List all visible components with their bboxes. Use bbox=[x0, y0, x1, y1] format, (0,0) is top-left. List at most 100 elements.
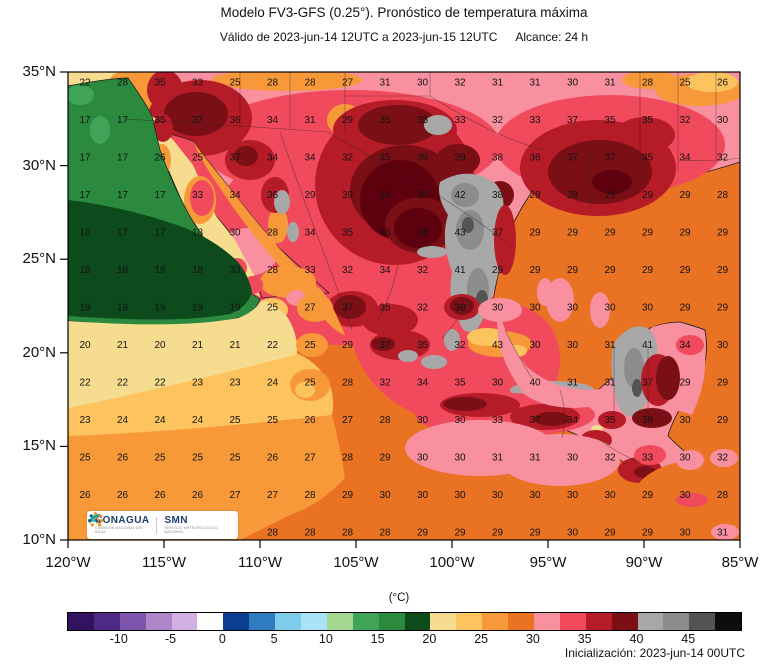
grid-temperature-value: 34 bbox=[304, 153, 316, 164]
colorbar-segment bbox=[508, 613, 535, 630]
forecast-reach-text: Alcance: 24 h bbox=[515, 30, 589, 44]
lat-label: 25°N bbox=[22, 250, 56, 268]
colorbar-segment bbox=[378, 613, 405, 630]
grid-temperature-value: 22 bbox=[154, 378, 166, 389]
state-borders bbox=[125, 72, 740, 463]
grid-temperature-value: 35 bbox=[604, 115, 616, 126]
grid-temperature-value: 25 bbox=[267, 303, 279, 314]
grid-temperature-value: 31 bbox=[492, 453, 504, 464]
grid-temperature-value: 28 bbox=[304, 528, 316, 539]
grid-temperature-value: 34 bbox=[229, 190, 241, 201]
grid-temperature-value: 30 bbox=[379, 490, 391, 501]
grid-temperature-value: 29 bbox=[342, 115, 354, 126]
grid-temperature-value: 22 bbox=[79, 78, 91, 89]
grid-temperature-value: 37 bbox=[529, 415, 541, 426]
grid-temperature-value: 27 bbox=[342, 78, 354, 89]
colorbar-tick-label: 5 bbox=[270, 632, 278, 646]
colorbar-segment bbox=[534, 613, 560, 630]
grid-temperature-value: 19 bbox=[79, 303, 91, 314]
grid-temperature-value: 28 bbox=[267, 265, 279, 276]
grid-temperature-value: 28 bbox=[342, 453, 354, 464]
grid-temperature-value: 17 bbox=[154, 228, 166, 239]
colorbar-segment bbox=[249, 613, 276, 630]
grid-temperature-value: 30 bbox=[454, 490, 466, 501]
grid-temperature-value: 30 bbox=[492, 490, 504, 501]
valid-range-text: Válido de 2023-jun-14 12UTC a 2023-jun-1… bbox=[219, 30, 498, 44]
grid-temperature-value: 32 bbox=[679, 115, 691, 126]
grid-temperature-value: 26 bbox=[154, 153, 166, 164]
grid-temperature-value: 19 bbox=[117, 303, 129, 314]
grid-temperature-value: 31 bbox=[604, 340, 616, 351]
smn-logo-subtext: SERVICIO METEOROLÓGICO NACIONAL bbox=[164, 526, 218, 534]
grid-temperature-value: 32 bbox=[342, 265, 354, 276]
grid-temperature-value: 29 bbox=[604, 265, 616, 276]
grid-temperature-value: 31 bbox=[529, 453, 541, 464]
colorbar-tick-label: 0 bbox=[218, 632, 226, 646]
colorbar-tick-label: 15 bbox=[370, 632, 385, 646]
grid-temperature-value: 29 bbox=[454, 528, 466, 539]
grid-temperature-value: 17 bbox=[154, 190, 166, 201]
grid-temperature-value: 29 bbox=[604, 528, 616, 539]
grid-temperature-value: 30 bbox=[454, 453, 466, 464]
grid-temperature-value: 32 bbox=[717, 153, 729, 164]
grid-temperature-value: 29 bbox=[304, 190, 316, 201]
grid-temperature-value: 24 bbox=[192, 415, 204, 426]
grid-temperature-value: 40 bbox=[529, 378, 541, 389]
grid-temperature-value: 26 bbox=[717, 78, 729, 89]
grid-temperature-value: 30 bbox=[529, 303, 541, 314]
grid-temperature-value: 30 bbox=[229, 228, 241, 239]
grid-temperature-value: 28 bbox=[379, 415, 391, 426]
colorbar-segment bbox=[482, 613, 509, 630]
lon-label: 120°W bbox=[45, 554, 91, 571]
grid-temperature-value: 28 bbox=[717, 190, 729, 201]
grid-temperature-value: 18 bbox=[79, 228, 91, 239]
grid-temperature-value: 29 bbox=[679, 190, 691, 201]
logo-divider bbox=[155, 516, 157, 534]
grid-temperature-value: 42 bbox=[454, 190, 466, 201]
grid-temperature-value: 17 bbox=[79, 153, 91, 164]
grid-temperature-value: 34 bbox=[567, 415, 579, 426]
grid-temperature-value: 29 bbox=[604, 190, 616, 201]
grid-temperature-value: 18 bbox=[79, 265, 91, 276]
grid-temperature-value: 30 bbox=[567, 78, 579, 89]
grid-temperature-value: 26 bbox=[154, 490, 166, 501]
grid-temperature-value: 35 bbox=[154, 78, 166, 89]
lon-label: 105°W bbox=[333, 554, 379, 571]
grid-temperature-value: 26 bbox=[117, 490, 129, 501]
grid-temperature-value: 29 bbox=[529, 265, 541, 276]
colorbar-segment bbox=[663, 613, 690, 630]
grid-temperature-value: 34 bbox=[379, 265, 391, 276]
grid-temperature-value: 39 bbox=[454, 153, 466, 164]
grid-temperature-value: 26 bbox=[79, 490, 91, 501]
grid-temperature-value: 25 bbox=[154, 453, 166, 464]
grid-temperature-value: 29 bbox=[717, 228, 729, 239]
grid-temperature-value: 25 bbox=[229, 453, 241, 464]
grid-temperature-value: 36 bbox=[379, 190, 391, 201]
grid-temperature-value: 30 bbox=[604, 490, 616, 501]
colorbar-tick-label: 35 bbox=[577, 632, 592, 646]
grid-temperature-value: 27 bbox=[304, 303, 316, 314]
colorbar-tick-label: 20 bbox=[422, 632, 437, 646]
grid-temperature-value: 29 bbox=[529, 528, 541, 539]
lon-label: 90°W bbox=[625, 554, 663, 571]
grid-temperature-value: 29 bbox=[642, 228, 654, 239]
grid-temperature-value: 28 bbox=[567, 190, 579, 201]
grid-temperature-value: 32 bbox=[417, 265, 429, 276]
grid-temperature-value: 28 bbox=[267, 528, 279, 539]
colorbar-tick-label: 10 bbox=[318, 632, 333, 646]
grid-temperature-value: 39 bbox=[417, 190, 429, 201]
grid-temperature-value: 27 bbox=[267, 490, 279, 501]
grid-temperature-value: 30 bbox=[417, 415, 429, 426]
grid-temperature-value: 31 bbox=[604, 78, 616, 89]
grid-temperature-value: 24 bbox=[117, 415, 129, 426]
colorbar-tick-label: 30 bbox=[525, 632, 540, 646]
grid-temperature-value: 20 bbox=[154, 340, 166, 351]
colorbar-segment bbox=[611, 613, 638, 630]
colorbar-tick-label: -5 bbox=[164, 632, 177, 646]
colorbar-segment bbox=[715, 613, 742, 630]
grid-temperature-value: 25 bbox=[679, 78, 691, 89]
colorbar-segment bbox=[689, 613, 716, 630]
grid-temperature-value: 37 bbox=[567, 115, 579, 126]
grid-temperature-value: 30 bbox=[717, 340, 729, 351]
grid-temperature-value: 25 bbox=[229, 415, 241, 426]
